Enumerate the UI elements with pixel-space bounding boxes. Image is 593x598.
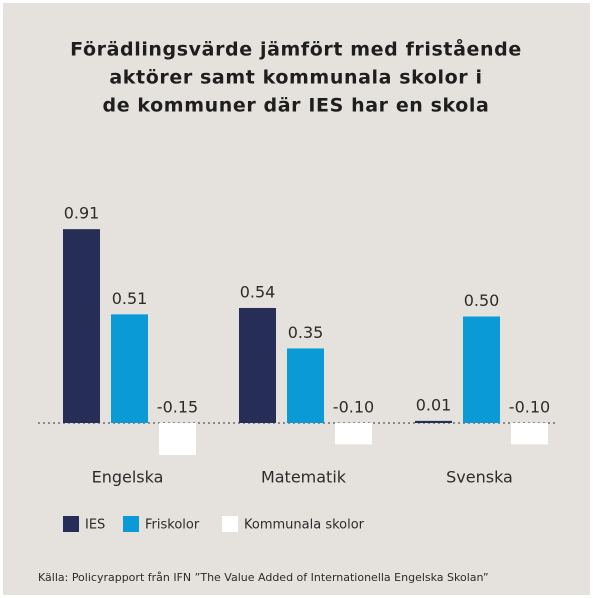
x-tick-label: Matematik bbox=[261, 468, 347, 487]
bar bbox=[63, 229, 100, 423]
legend-label: Kommunala skolor bbox=[244, 518, 365, 533]
source: Källa: Policyrapport från IFN ”The Value… bbox=[38, 571, 489, 584]
x-tick-label: Svenska bbox=[446, 468, 513, 487]
x-tick-label: Engelska bbox=[92, 468, 164, 487]
bar bbox=[159, 423, 196, 455]
value-label: -0.15 bbox=[157, 398, 198, 417]
bar bbox=[111, 314, 148, 423]
legend-label: Friskolor bbox=[145, 518, 200, 533]
value-label: 0.91 bbox=[64, 204, 100, 223]
value-label: 0.54 bbox=[240, 282, 276, 301]
bar bbox=[287, 348, 324, 423]
bar bbox=[415, 420, 452, 423]
bar bbox=[511, 423, 548, 445]
bar bbox=[239, 307, 276, 423]
bar bbox=[463, 316, 500, 423]
background bbox=[3, 3, 590, 595]
value-label: 0.35 bbox=[288, 323, 324, 342]
value-label: -0.10 bbox=[333, 398, 374, 417]
value-label: -0.10 bbox=[509, 398, 550, 417]
legend-label: IES bbox=[85, 518, 105, 533]
value-label: 0.01 bbox=[416, 395, 452, 414]
chart-title: Förädlingsvärde jämfört med fristående bbox=[70, 37, 522, 61]
value-label: 0.51 bbox=[112, 289, 148, 308]
chart-title: de kommuner där IES har en skola bbox=[103, 95, 490, 117]
value-label: 0.50 bbox=[464, 291, 500, 310]
legend-swatch bbox=[123, 516, 139, 532]
chart-title: aktörer samt kommunala skolor i bbox=[109, 67, 482, 89]
legend-swatch bbox=[63, 516, 79, 532]
bar bbox=[335, 423, 372, 445]
legend-swatch bbox=[222, 516, 238, 532]
